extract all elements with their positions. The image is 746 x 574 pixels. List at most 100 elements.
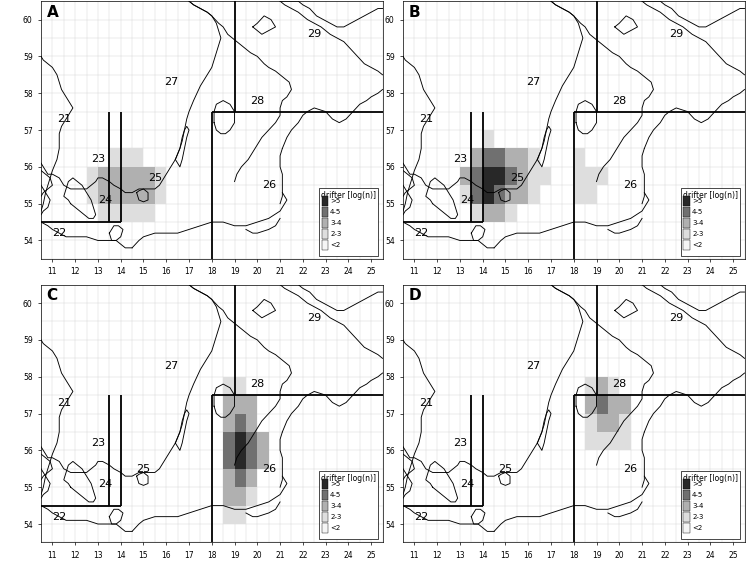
Bar — [322, 218, 328, 228]
Text: drifter [log(n)]: drifter [log(n)] — [321, 191, 376, 200]
Bar — [683, 240, 690, 250]
Text: 22: 22 — [414, 511, 428, 522]
Text: 23: 23 — [91, 438, 105, 448]
Bar — [574, 167, 585, 185]
Text: 29: 29 — [307, 29, 322, 39]
Bar — [132, 204, 143, 222]
Bar — [223, 395, 234, 413]
Text: 4-5: 4-5 — [692, 209, 703, 215]
Bar — [683, 513, 690, 522]
Text: 2-3: 2-3 — [692, 514, 703, 521]
Bar — [460, 185, 471, 204]
Text: C: C — [47, 288, 58, 303]
Bar — [143, 204, 155, 222]
Bar — [121, 185, 132, 204]
Bar — [98, 204, 110, 222]
Bar — [683, 523, 690, 533]
Bar — [528, 149, 539, 167]
Bar — [223, 506, 234, 524]
Text: 23: 23 — [453, 154, 467, 165]
Bar — [471, 185, 483, 204]
Bar — [223, 432, 234, 451]
Text: B: B — [409, 5, 420, 20]
Bar — [574, 149, 585, 167]
Bar — [110, 204, 121, 222]
Text: A: A — [47, 5, 58, 20]
Text: 22: 22 — [414, 228, 428, 238]
Text: 21: 21 — [419, 114, 433, 124]
Text: 26: 26 — [624, 180, 638, 190]
Bar — [483, 204, 494, 222]
Bar — [597, 413, 608, 432]
Text: 28: 28 — [612, 379, 627, 389]
Bar — [683, 207, 690, 217]
Bar — [110, 185, 121, 204]
Bar — [246, 432, 257, 451]
Bar — [322, 229, 328, 239]
Bar — [683, 501, 690, 511]
Bar — [121, 204, 132, 222]
Bar — [506, 149, 517, 167]
Bar — [506, 185, 517, 204]
Text: <2: <2 — [692, 525, 703, 532]
Bar — [608, 377, 619, 395]
Bar — [597, 432, 608, 451]
Text: drifter [log(n)]: drifter [log(n)] — [683, 474, 738, 483]
Bar — [585, 167, 597, 185]
Bar — [322, 523, 328, 533]
Bar — [494, 149, 506, 167]
Bar — [322, 196, 328, 205]
Bar — [494, 204, 506, 222]
Bar — [121, 167, 132, 185]
Text: >5: >5 — [330, 481, 340, 487]
Bar — [110, 149, 121, 167]
Bar — [597, 377, 608, 395]
Text: 22: 22 — [52, 511, 66, 522]
Bar — [234, 506, 246, 524]
Bar — [517, 149, 528, 167]
Bar — [322, 501, 328, 511]
Text: 27: 27 — [163, 77, 178, 87]
Text: 26: 26 — [624, 464, 638, 474]
Bar — [585, 185, 597, 204]
Bar — [132, 167, 143, 185]
Text: <2: <2 — [330, 525, 340, 532]
Text: D: D — [409, 288, 421, 303]
Bar — [322, 207, 328, 217]
Bar — [322, 240, 328, 250]
Bar — [574, 185, 585, 204]
Text: 3-4: 3-4 — [330, 220, 342, 226]
Bar — [483, 130, 494, 149]
Bar — [121, 149, 132, 167]
Text: 2-3: 2-3 — [692, 231, 703, 237]
Bar — [494, 185, 506, 204]
Bar — [494, 167, 506, 185]
Bar — [257, 451, 269, 469]
Bar — [619, 413, 630, 432]
Bar — [517, 167, 528, 185]
Bar — [460, 167, 471, 185]
Text: 29: 29 — [669, 29, 683, 39]
Text: drifter [log(n)]: drifter [log(n)] — [683, 191, 738, 200]
Text: <2: <2 — [692, 242, 703, 248]
Bar — [683, 479, 690, 489]
Bar — [608, 432, 619, 451]
Bar — [110, 167, 121, 185]
Bar — [528, 185, 539, 204]
Bar — [322, 513, 328, 522]
Bar — [143, 167, 155, 185]
Bar — [471, 167, 483, 185]
Bar — [471, 204, 483, 222]
Bar — [246, 395, 257, 413]
Bar — [608, 395, 619, 413]
Text: 3-4: 3-4 — [330, 503, 342, 509]
Text: 23: 23 — [91, 154, 105, 165]
Bar — [98, 167, 110, 185]
Bar — [143, 185, 155, 204]
Text: 27: 27 — [526, 77, 540, 87]
Text: 29: 29 — [669, 313, 683, 323]
Text: 22: 22 — [52, 228, 66, 238]
Bar — [87, 185, 98, 204]
Text: 25: 25 — [137, 464, 151, 474]
Bar — [234, 395, 246, 413]
